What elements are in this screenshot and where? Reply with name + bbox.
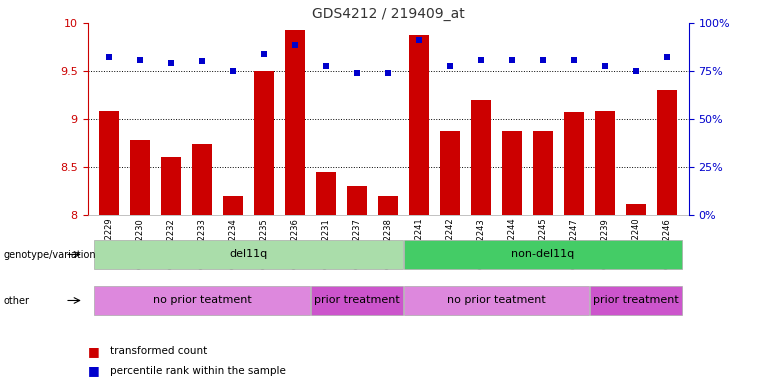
Point — [475, 56, 487, 63]
Point — [227, 68, 239, 74]
Title: GDS4212 / 219409_at: GDS4212 / 219409_at — [312, 7, 464, 21]
Bar — [316, 172, 336, 215]
Bar — [223, 196, 244, 215]
Text: ■: ■ — [88, 345, 99, 358]
Text: transformed count: transformed count — [110, 346, 208, 356]
Bar — [347, 186, 368, 215]
Bar — [657, 90, 677, 215]
Point — [506, 56, 518, 63]
Bar — [99, 111, 119, 215]
Text: other: other — [4, 296, 30, 306]
Point — [165, 60, 177, 66]
Bar — [254, 71, 274, 215]
Text: prior treatment: prior treatment — [593, 295, 679, 306]
Bar — [533, 131, 553, 215]
Text: ■: ■ — [88, 364, 99, 377]
Point — [320, 63, 333, 69]
Bar — [130, 140, 150, 215]
Text: no prior teatment: no prior teatment — [447, 295, 546, 306]
Point — [382, 70, 394, 76]
Point — [661, 53, 673, 60]
Point — [351, 70, 363, 76]
Bar — [440, 131, 460, 215]
Point — [289, 42, 301, 48]
Bar — [595, 111, 615, 215]
Point — [568, 56, 580, 63]
Point — [537, 56, 549, 63]
Point — [134, 56, 146, 63]
Point — [599, 63, 611, 69]
Point — [630, 68, 642, 74]
Bar — [378, 196, 398, 215]
Bar — [404, 286, 589, 315]
Bar — [404, 240, 682, 269]
Text: no prior teatment: no prior teatment — [153, 295, 252, 306]
Bar — [409, 35, 429, 215]
Point — [196, 58, 209, 65]
Point — [444, 63, 456, 69]
Bar — [285, 30, 305, 215]
Text: del11q: del11q — [230, 249, 268, 260]
Text: non-del11q: non-del11q — [511, 249, 575, 260]
Bar — [564, 112, 584, 215]
Bar — [626, 204, 646, 215]
Point — [258, 51, 270, 57]
Point — [103, 53, 116, 60]
Bar — [311, 286, 403, 315]
Bar — [94, 286, 310, 315]
Bar — [94, 240, 403, 269]
Bar — [471, 100, 491, 215]
Text: genotype/variation: genotype/variation — [4, 250, 97, 260]
Bar — [591, 286, 682, 315]
Bar — [502, 131, 522, 215]
Bar — [192, 144, 212, 215]
Point — [413, 37, 425, 43]
Text: percentile rank within the sample: percentile rank within the sample — [110, 366, 286, 376]
Text: prior treatment: prior treatment — [314, 295, 400, 306]
Bar — [161, 157, 181, 215]
